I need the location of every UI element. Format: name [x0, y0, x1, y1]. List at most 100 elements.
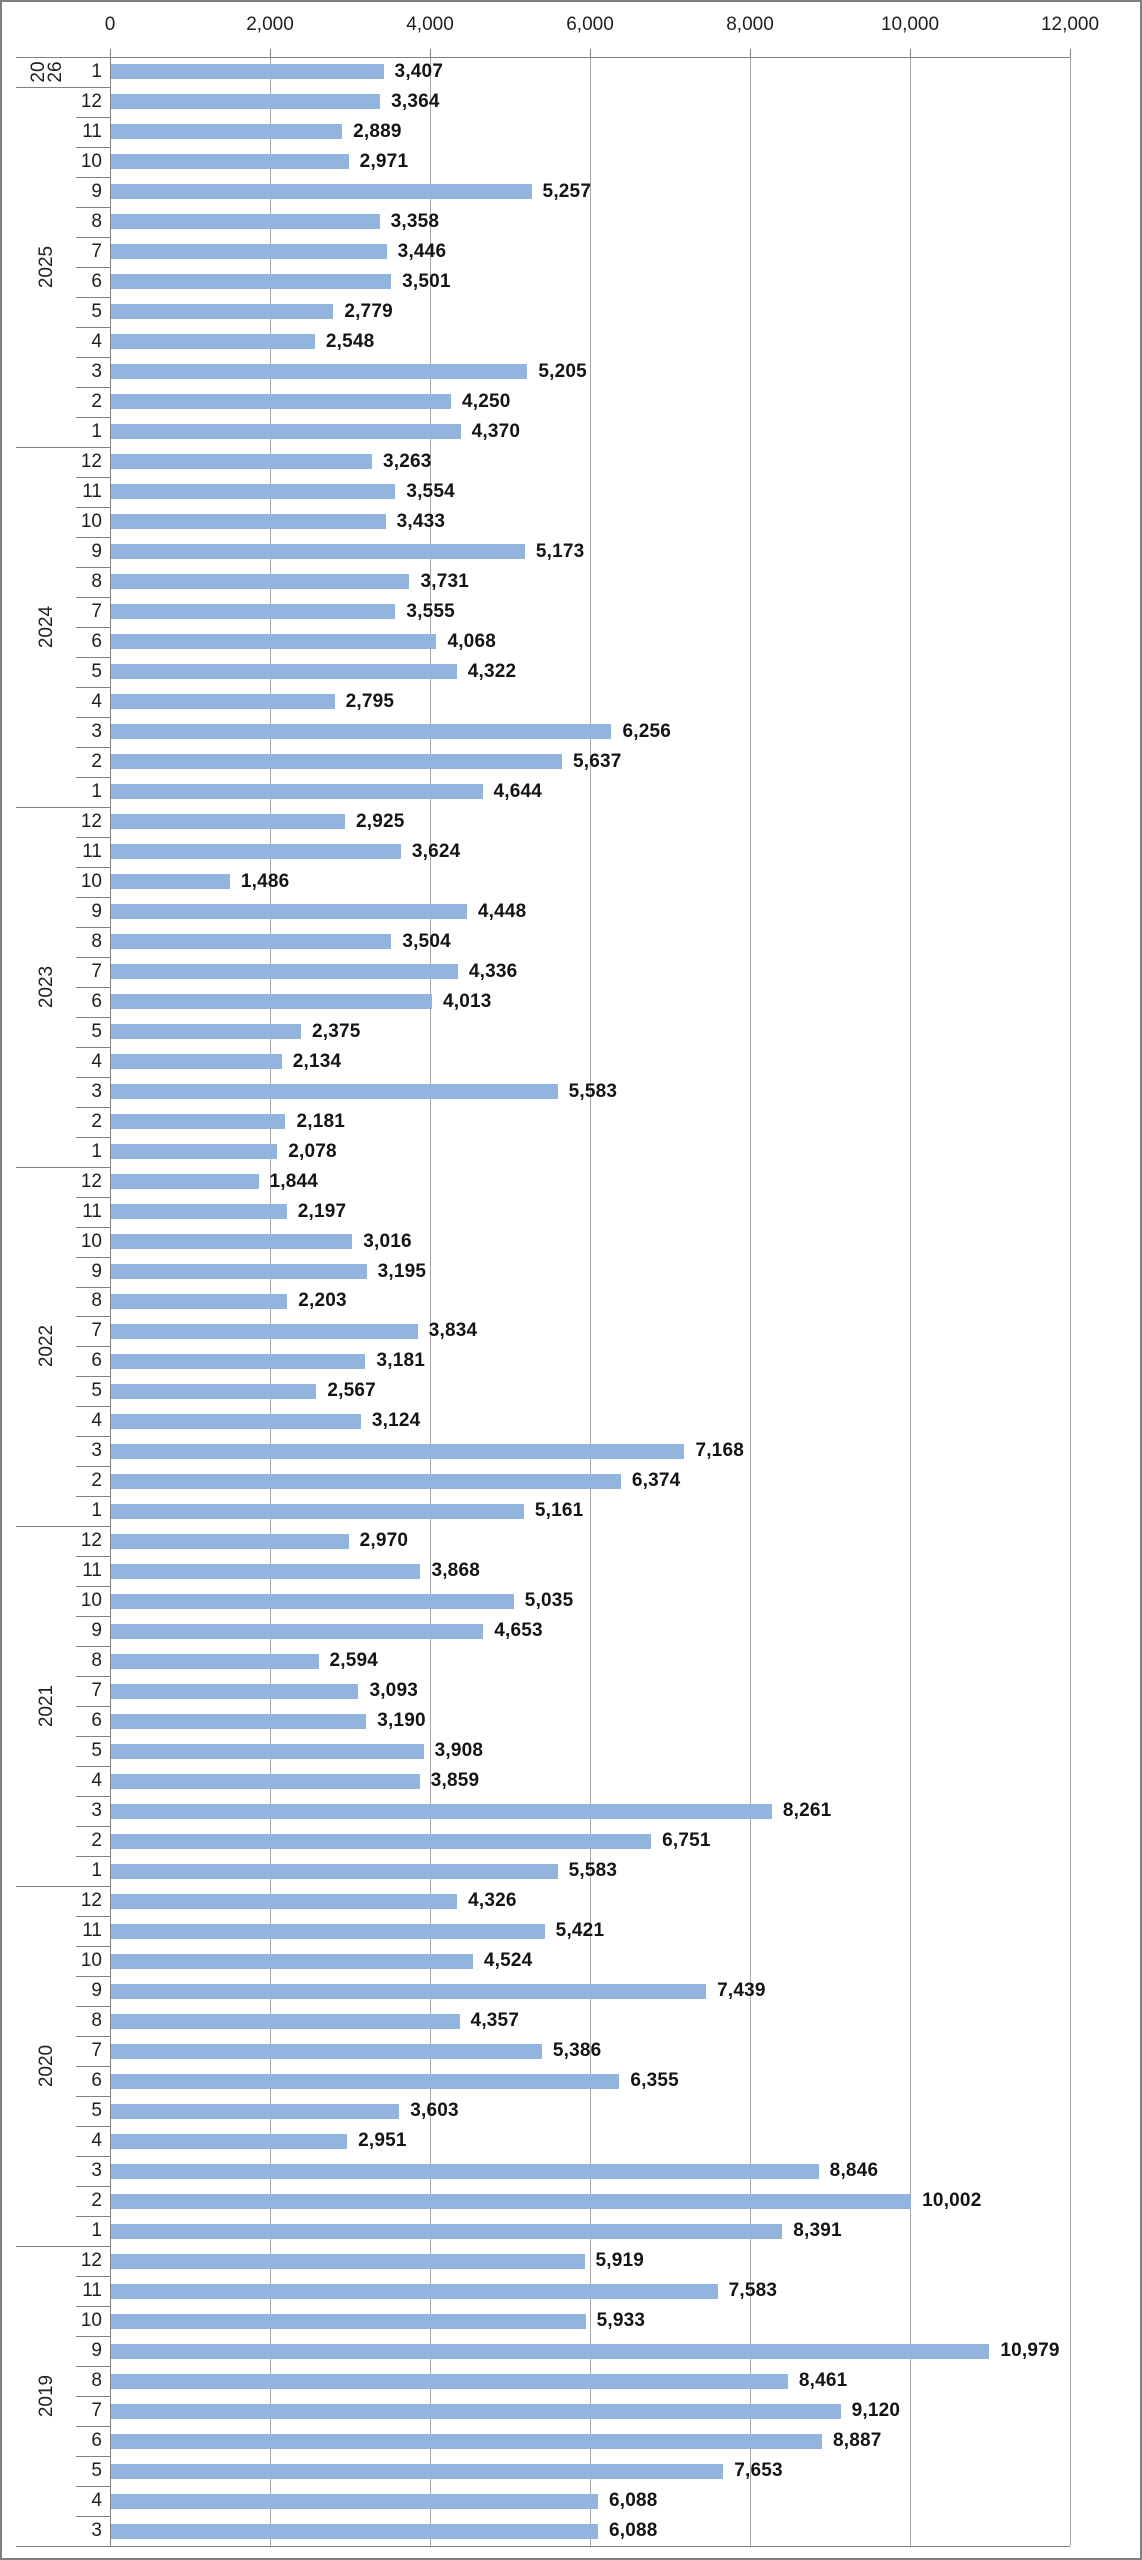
month-tick-label: 6	[91, 270, 102, 292]
bar-value-label: 7,653	[734, 2460, 783, 2482]
bar-value-label: 4,653	[494, 1620, 543, 1642]
month-tick-label: 6	[91, 2430, 102, 2452]
year-group-label-line: 26	[45, 61, 66, 83]
data-bar	[111, 844, 401, 860]
data-bar	[111, 1563, 421, 1579]
month-tick-separator	[76, 1916, 110, 1917]
month-tick-separator	[76, 1346, 110, 1347]
month-tick-label: 1	[91, 60, 102, 82]
month-tick-label: 8	[91, 2370, 102, 2392]
data-bar	[111, 1863, 558, 1879]
month-tick-label: 1	[91, 2220, 102, 2242]
month-tick-label: 12	[80, 2250, 102, 2272]
bar-value-label: 2,795	[345, 690, 395, 712]
data-bar	[111, 1204, 287, 1220]
month-tick-separator	[76, 1826, 110, 1827]
month-tick-separator	[76, 1257, 110, 1258]
month-tick-label: 10	[80, 1590, 102, 1612]
month-tick-label: 9	[91, 1260, 102, 1282]
data-bar	[111, 514, 386, 530]
month-tick-separator	[76, 777, 110, 778]
data-bar	[111, 64, 384, 80]
data-bar	[111, 694, 335, 710]
month-tick-label: 10	[80, 1230, 102, 1252]
data-bar	[111, 2343, 990, 2359]
month-tick-separator	[76, 1676, 110, 1677]
month-tick-separator	[76, 2126, 110, 2127]
bar-value-label: 3,908	[434, 1740, 484, 1762]
bar-value-label: 6,374	[631, 1470, 681, 1492]
value-axis-tick-label: 8,000	[726, 14, 774, 35]
bar-value-label: 6,088	[609, 2490, 658, 2511]
month-tick-label: 6	[91, 990, 102, 1012]
month-tick-separator	[76, 1976, 110, 1977]
month-tick-separator	[76, 357, 110, 358]
month-tick-separator	[76, 507, 110, 508]
bar-value-label: 3,868	[431, 1560, 480, 1582]
month-tick-separator	[76, 1107, 110, 1108]
plot-bottom-line	[16, 2546, 1070, 2547]
month-tick-separator	[76, 2006, 110, 2007]
bar-value-label: 3,603	[410, 2100, 459, 2122]
bar-value-label: 5,637	[572, 750, 622, 772]
data-bar	[111, 724, 612, 740]
month-tick-label: 9	[91, 1620, 102, 1642]
month-tick-separator	[76, 2486, 110, 2487]
bar-value-label: 3,501	[402, 270, 451, 292]
bar-value-label: 2,181	[296, 1110, 346, 1132]
vertical-gridline	[750, 57, 751, 2546]
data-bar	[111, 484, 396, 500]
bar-value-label: 3,834	[428, 1320, 478, 1342]
bar-value-label: 2,375	[312, 1020, 361, 1042]
month-tick-separator	[76, 2366, 110, 2367]
data-bar	[111, 394, 451, 410]
data-bar	[111, 2133, 348, 2149]
vertical-gridline	[910, 57, 911, 2546]
month-tick-separator	[76, 897, 110, 898]
bar-value-label: 2,567	[327, 1380, 376, 1402]
bar-value-label: 2,594	[329, 1650, 379, 1672]
month-tick-label: 5	[91, 300, 102, 322]
data-bar	[111, 154, 349, 170]
value-axis-tick-label: 10,000	[880, 14, 940, 35]
data-bar	[111, 1743, 424, 1759]
month-tick-label: 7	[91, 2400, 102, 2422]
month-tick-label: 11	[82, 1560, 102, 1582]
value-axis-tick-mark	[110, 49, 111, 57]
bar-value-label: 4,322	[467, 660, 517, 682]
data-bar	[111, 94, 381, 110]
data-bar	[111, 1473, 621, 1489]
data-bar	[111, 184, 532, 200]
month-tick-separator	[76, 1616, 110, 1617]
data-bar	[111, 1413, 361, 1429]
data-bar	[111, 1893, 458, 1909]
data-bar	[111, 1323, 418, 1339]
month-tick-label: 8	[91, 570, 102, 592]
data-bar	[111, 304, 334, 320]
year-group-separator	[16, 1167, 110, 1168]
month-tick-label: 6	[91, 1710, 102, 1732]
data-bar	[111, 1983, 707, 1999]
bar-value-label: 7,439	[717, 1980, 766, 2002]
month-tick-label: 12	[80, 810, 102, 832]
data-bar	[111, 424, 461, 440]
year-group-label: 2025	[36, 245, 57, 289]
data-bar	[111, 2433, 822, 2449]
month-tick-separator	[76, 2516, 110, 2517]
month-tick-separator	[76, 957, 110, 958]
month-tick-separator	[76, 1436, 110, 1437]
data-bar	[111, 2043, 542, 2059]
bar-value-label: 10,979	[1000, 2340, 1060, 2362]
year-group-label: 20 26	[28, 61, 66, 83]
data-bar	[111, 2073, 620, 2089]
month-tick-separator	[76, 297, 110, 298]
month-tick-separator	[76, 1047, 110, 1048]
vertical-gridline	[1070, 57, 1071, 2546]
data-bar	[111, 1803, 772, 1819]
month-tick-label: 8	[91, 2010, 102, 2032]
bar-value-label: 5,933	[596, 2310, 646, 2332]
bar-value-label: 4,644	[493, 780, 543, 802]
month-tick-separator	[76, 2066, 110, 2067]
month-tick-separator	[76, 237, 110, 238]
